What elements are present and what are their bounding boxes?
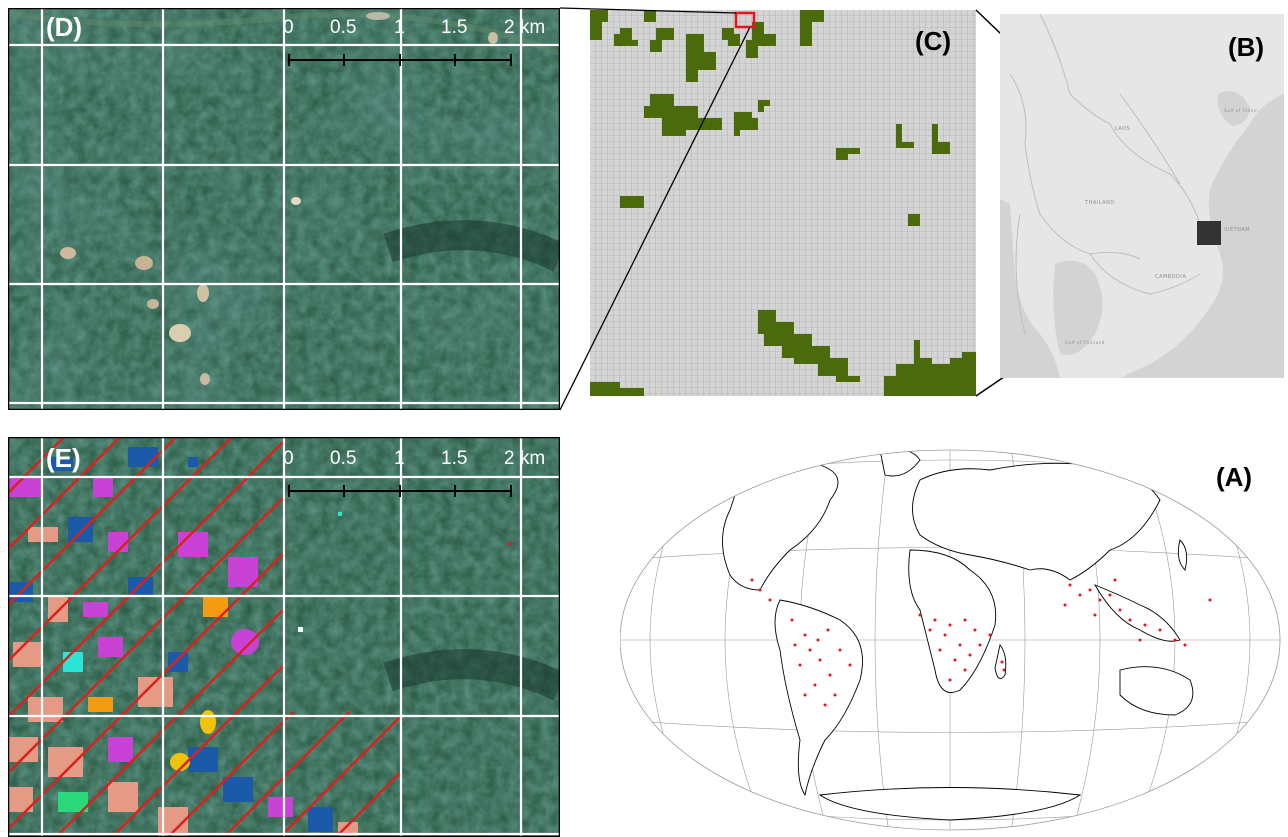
scalebar-tick-0-5: 0.5 [330,448,357,469]
country-label-thailand: THAILAND [1084,200,1115,206]
globe-outline [620,449,1281,831]
scalebar-line [288,54,512,66]
panel-b-region-map: LAOS THAILAND CAMBODIA VIETNAM Gulf of T… [1000,14,1284,378]
clearing-patch [60,247,76,259]
map-grid [8,8,560,410]
panel-a-world-map: (A) [620,440,1288,837]
panel-c-label: (C) [915,26,952,56]
scalebar-tick-0-5: 0.5 [330,17,357,38]
scalebar-tick-1: 1 [394,448,405,469]
panel-a-label: (A) [1216,462,1253,492]
gulf-thailand-water [1053,260,1103,355]
scalebar-tick-2km: 2 km [504,17,546,38]
map-grid [8,437,560,837]
panel-d-label: (D) [46,12,83,42]
clearing-patch [200,373,210,385]
water-label-gulf-thailand: Gulf of Thailand [1065,340,1105,345]
clearing-patch [488,32,498,44]
continent-outlines [722,450,1194,821]
panel-e-classified-image: 0 0.5 1 1.5 2 km (E) [8,437,560,837]
country-label-vietnam: VIETNAM [1224,227,1250,233]
country-label-laos: LAOS [1115,126,1130,132]
clearing-patch [366,12,390,20]
clearing-patch [169,324,191,342]
sample-points [750,578,1212,707]
satellite-image-d [8,8,560,410]
clearing-patch [197,284,209,302]
scalebar-tick-1-5: 1.5 [441,448,468,469]
clearing-patch [291,197,301,205]
study-area-marker [1197,221,1221,245]
clearing-patch [135,256,153,270]
scalebar-tick-1: 1 [394,17,405,38]
zoom-extent-box [734,11,756,29]
scalebar-tick-2km: 2 km [504,448,546,469]
scalebar-tick-1-5: 1.5 [441,17,468,38]
panel-e-label: (E) [46,443,81,473]
deforestation-grid [590,10,976,396]
clearing-patch [147,299,159,309]
scalebar-tick-0: 0 [283,448,294,469]
scalebar-tick-0: 0 [283,17,294,38]
scalebar-line [288,485,512,497]
gulf-tonkin-water [1217,91,1250,126]
panel-c-grid-map: (C) [590,10,976,396]
water-label-gulf-tonkin: Gulf of Tonkin [1224,108,1258,113]
country-label-cambodia: CAMBODIA [1155,274,1186,280]
satellite-image-e [8,437,560,837]
panel-d-satellite-image: 0 0.5 1 1.5 2 km (D) [8,8,560,410]
country-borders [1009,14,1201,335]
global-sample-map [620,449,1281,831]
mekong-region-map: LAOS THAILAND CAMBODIA VIETNAM Gulf of T… [1000,14,1284,378]
deforestation-cells [590,10,976,396]
panel-b-label: (B) [1228,32,1265,62]
